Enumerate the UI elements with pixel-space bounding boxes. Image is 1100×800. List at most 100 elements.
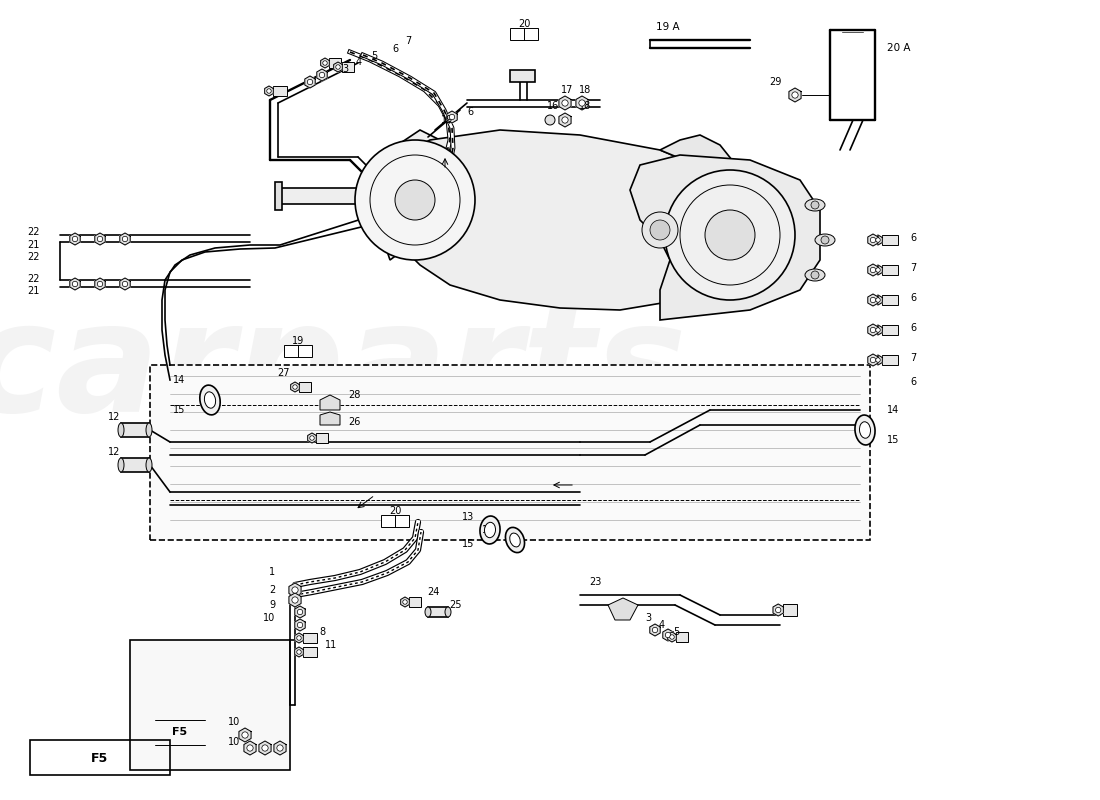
Ellipse shape	[805, 269, 825, 281]
Ellipse shape	[200, 385, 220, 415]
Text: 2: 2	[268, 585, 275, 595]
Circle shape	[870, 238, 876, 242]
Text: 19: 19	[292, 336, 304, 346]
Text: 14: 14	[173, 375, 185, 385]
Bar	[882, 295, 898, 305]
Ellipse shape	[859, 422, 870, 438]
Text: 25: 25	[449, 600, 461, 610]
Polygon shape	[390, 130, 750, 310]
Circle shape	[297, 650, 301, 654]
Text: 21: 21	[382, 516, 394, 526]
Bar	[150, 365, 870, 540]
Text: 19 A: 19 A	[656, 22, 680, 32]
Polygon shape	[320, 395, 340, 410]
Ellipse shape	[815, 234, 835, 246]
Polygon shape	[289, 583, 301, 597]
Text: 5: 5	[371, 51, 377, 61]
Circle shape	[670, 634, 674, 639]
Bar	[409, 597, 421, 607]
Bar	[30, 740, 170, 775]
Bar	[121, 458, 148, 472]
Circle shape	[73, 282, 78, 286]
Polygon shape	[375, 130, 450, 260]
Text: 6: 6	[910, 323, 916, 333]
Circle shape	[876, 358, 880, 362]
Circle shape	[297, 636, 301, 640]
Circle shape	[266, 89, 272, 94]
Circle shape	[650, 220, 670, 240]
Polygon shape	[274, 741, 286, 755]
Polygon shape	[663, 629, 673, 641]
Circle shape	[293, 385, 297, 390]
Text: 3: 3	[342, 64, 348, 74]
Text: 7: 7	[910, 353, 916, 363]
Text: 18: 18	[579, 101, 591, 111]
Bar	[882, 355, 898, 365]
Circle shape	[811, 271, 819, 279]
Text: 11: 11	[324, 640, 338, 650]
Text: 6: 6	[910, 377, 916, 387]
Text: 17: 17	[561, 85, 573, 95]
Polygon shape	[608, 598, 638, 620]
Polygon shape	[868, 234, 878, 246]
Circle shape	[262, 745, 268, 751]
Text: 9: 9	[268, 600, 275, 610]
Polygon shape	[69, 233, 80, 245]
Polygon shape	[289, 593, 301, 607]
Text: 27: 27	[277, 368, 290, 378]
Ellipse shape	[146, 458, 152, 472]
Polygon shape	[630, 155, 820, 320]
Text: a passion for parts since 1985: a passion for parts since 1985	[168, 395, 631, 545]
Text: 13: 13	[462, 512, 474, 522]
Circle shape	[322, 61, 328, 66]
Text: 28: 28	[348, 390, 361, 400]
Polygon shape	[660, 135, 750, 250]
Polygon shape	[120, 233, 130, 245]
Polygon shape	[290, 382, 299, 392]
Circle shape	[876, 238, 880, 242]
Text: 10: 10	[228, 717, 240, 727]
Text: eurocarparts: eurocarparts	[0, 295, 686, 445]
Polygon shape	[650, 624, 660, 636]
Circle shape	[319, 72, 324, 78]
Ellipse shape	[425, 607, 431, 617]
Bar	[676, 632, 688, 642]
Text: 14: 14	[482, 525, 494, 535]
Polygon shape	[69, 278, 80, 290]
Circle shape	[307, 79, 312, 85]
Text: 4: 4	[659, 620, 666, 630]
Text: 23: 23	[590, 577, 602, 587]
Circle shape	[562, 117, 568, 123]
Polygon shape	[95, 233, 106, 245]
Ellipse shape	[205, 392, 216, 408]
Text: 22: 22	[28, 252, 40, 262]
Bar	[121, 423, 148, 437]
Bar	[302, 647, 317, 657]
Circle shape	[310, 436, 315, 440]
Circle shape	[122, 236, 128, 242]
Text: 22: 22	[28, 274, 40, 284]
Polygon shape	[873, 355, 882, 365]
Polygon shape	[668, 632, 676, 642]
Polygon shape	[789, 88, 801, 102]
Circle shape	[297, 610, 302, 614]
Polygon shape	[239, 728, 251, 742]
Polygon shape	[295, 647, 304, 657]
Polygon shape	[400, 597, 409, 607]
Circle shape	[876, 328, 880, 332]
Text: 15: 15	[462, 539, 474, 549]
Ellipse shape	[805, 199, 825, 211]
Circle shape	[821, 236, 829, 244]
Ellipse shape	[484, 522, 495, 538]
Bar	[284, 345, 312, 357]
Text: 29: 29	[770, 77, 782, 87]
Text: 21: 21	[285, 346, 297, 356]
Text: 26: 26	[348, 417, 361, 427]
Circle shape	[449, 114, 454, 120]
Ellipse shape	[118, 458, 124, 472]
Text: 18: 18	[579, 85, 591, 95]
Circle shape	[297, 622, 302, 628]
Bar	[428, 607, 448, 617]
Polygon shape	[873, 235, 882, 245]
Circle shape	[579, 100, 585, 106]
